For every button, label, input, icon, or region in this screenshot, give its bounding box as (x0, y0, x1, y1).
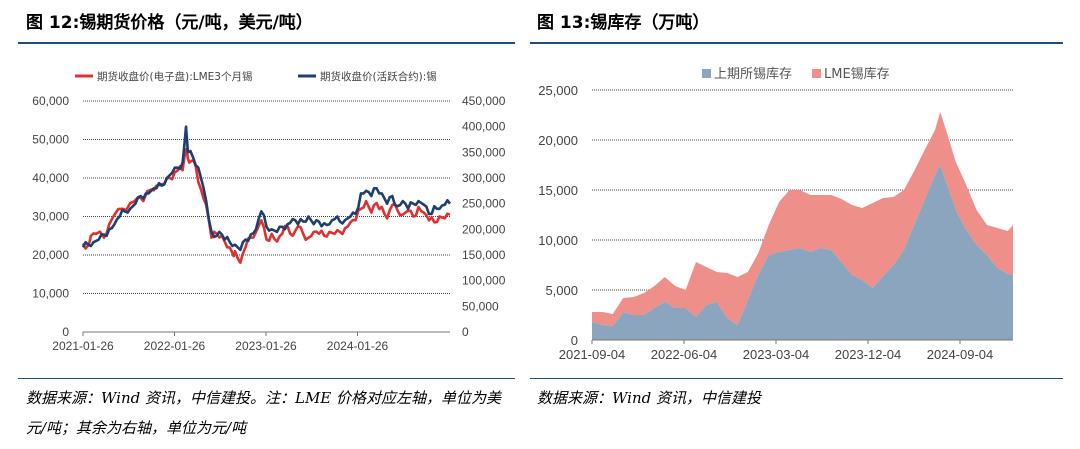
legend-label: 期货收盘价(活跃合约):锡 (320, 70, 437, 83)
right-axis-tick-label: 350,000 (462, 145, 506, 159)
x-axis-tick-label: 2022-06-04 (651, 347, 718, 362)
x-axis-tick-label: 2024-01-26 (327, 339, 389, 353)
x-axis-tick-label: 2021-09-04 (559, 347, 626, 362)
y-axis-tick-label: 10,000 (538, 233, 578, 248)
right-axis-tick-label: 0 (462, 325, 469, 339)
left-source-note: 数据来源：Wind 资讯，中信建投。注：LME 价格对应左轴，单位为美元/吨；其… (26, 389, 502, 437)
left-axis-tick-label: 30,000 (32, 210, 69, 224)
area-shfe-inventory (592, 165, 1013, 340)
legend-label: 期货收盘价(电子盘):LME3个月锡 (97, 70, 252, 83)
legend-label: LME锡库存 (824, 66, 890, 82)
y-axis-tick-label: 20,000 (538, 133, 578, 148)
right-axis-tick-label: 100,000 (462, 274, 506, 288)
left-title-rule (18, 42, 515, 44)
x-axis-tick-label: 2022-01-26 (144, 339, 206, 353)
left-axis-tick-label: 10,000 (32, 287, 69, 301)
right-title-rule (530, 42, 1063, 44)
x-axis-tick-label: 2023-12-04 (835, 347, 902, 362)
legend-label: 上期所锡库存 (714, 66, 792, 82)
left-axis-tick-label: 0 (62, 325, 69, 339)
area-lme-inventory (592, 112, 1013, 326)
right-axis-tick-label: 300,000 (462, 171, 506, 185)
left-chart-title: 图 12:锡期货价格（元/吨，美元/吨） (26, 13, 313, 33)
y-axis-tick-label: 0 (571, 333, 578, 348)
x-axis-tick-label: 2023-03-04 (743, 347, 810, 362)
right-axis-tick-label: 150,000 (462, 248, 506, 262)
right-axis-tick-label: 200,000 (462, 222, 506, 236)
x-axis-tick-label: 2023-01-26 (235, 339, 297, 353)
right-bottom-rule (530, 378, 1063, 379)
tin-inventory-chart: 0 5,000 10,000 15,000 20,000 25,000 2021-09-04… (538, 66, 1013, 362)
right-axis-tick-label: 50,000 (462, 299, 499, 313)
y-axis-tick-label: 5,000 (545, 283, 578, 298)
y-axis-tick-label: 25,000 (538, 83, 578, 98)
left-axis-tick-label: 50,000 (32, 133, 69, 147)
right-chart-title: 图 13:锡库存（万吨） (537, 13, 710, 33)
left-axis-tick-label: 60,000 (32, 94, 69, 108)
x-axis-tick-label: 2024-09-04 (927, 347, 994, 362)
tin-futures-price-chart: 0 10,000 20,000 30,000 40,000 50,000 60,000 0 50… (32, 70, 506, 353)
legend-swatch (702, 69, 711, 78)
left-axis-tick-label: 40,000 (32, 171, 69, 185)
left-bottom-rule (18, 378, 515, 379)
y-axis-tick-label: 15,000 (538, 183, 578, 198)
right-axis-tick-label: 450,000 (462, 94, 506, 108)
left-axis-tick-label: 20,000 (32, 248, 69, 262)
right-source-note: 数据来源：Wind 资讯，中信建投 (537, 389, 761, 407)
right-axis-tick-label: 400,000 (462, 120, 506, 134)
legend-swatch (812, 69, 821, 78)
series-line-shfe (81, 125, 452, 252)
right-axis-tick-label: 250,000 (462, 197, 506, 211)
x-axis-tick-label: 2021-01-26 (52, 339, 114, 353)
